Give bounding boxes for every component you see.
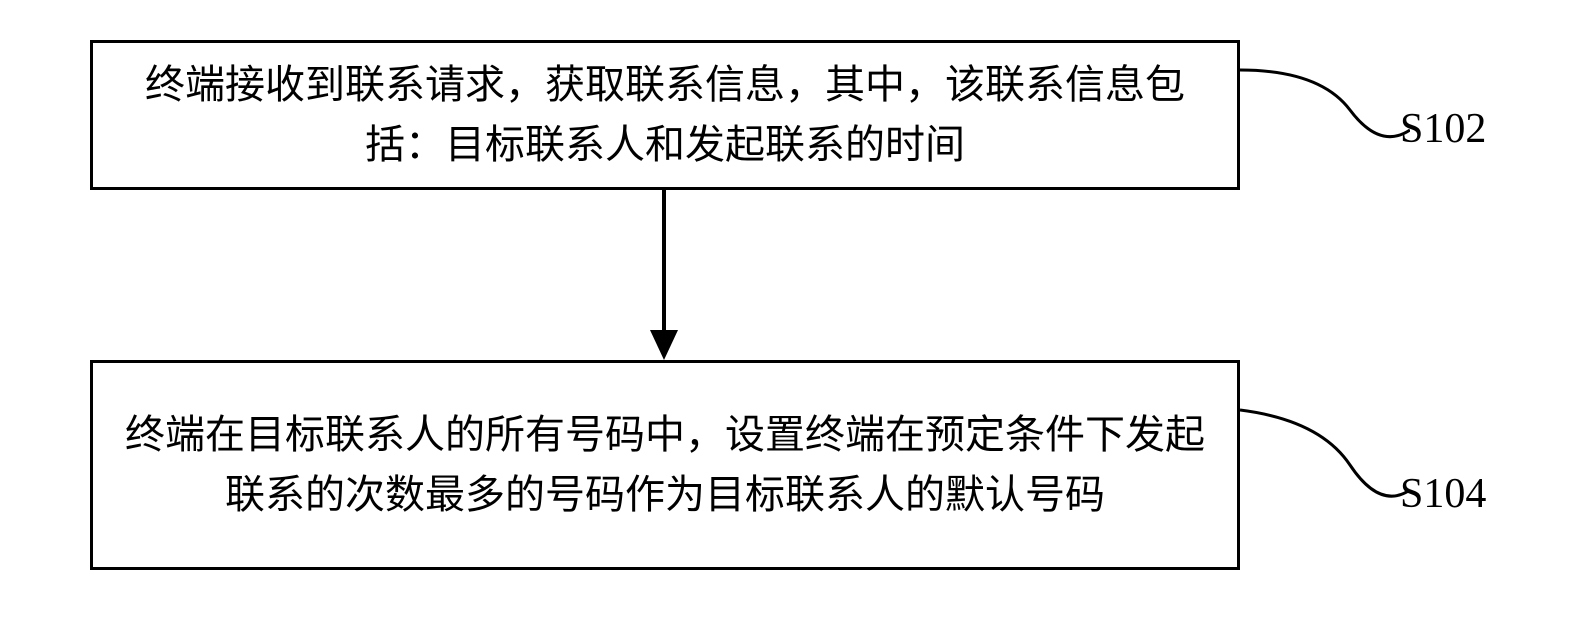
connector-curve-2 bbox=[1240, 400, 1410, 530]
flowchart-step-2: 终端在目标联系人的所有号码中，设置终端在预定条件下发起联系的次数最多的号码作为目… bbox=[90, 360, 1240, 570]
step-label-2: S104 bbox=[1400, 470, 1486, 518]
flowchart-step-1: 终端接收到联系请求，获取联系信息，其中，该联系信息包括：目标联系人和发起联系的时… bbox=[90, 40, 1240, 190]
step-2-text: 终端在目标联系人的所有号码中，设置终端在预定条件下发起联系的次数最多的号码作为目… bbox=[123, 405, 1207, 525]
connector-curve-1 bbox=[1240, 60, 1410, 170]
flowchart-arrow bbox=[660, 190, 670, 360]
arrow-line bbox=[662, 190, 666, 335]
step-label-1: S102 bbox=[1400, 105, 1486, 153]
arrow-head bbox=[650, 330, 678, 360]
step-1-text: 终端接收到联系请求，获取联系信息，其中，该联系信息包括：目标联系人和发起联系的时… bbox=[123, 55, 1207, 175]
flowchart-container: 终端接收到联系请求，获取联系信息，其中，该联系信息包括：目标联系人和发起联系的时… bbox=[30, 30, 1547, 606]
